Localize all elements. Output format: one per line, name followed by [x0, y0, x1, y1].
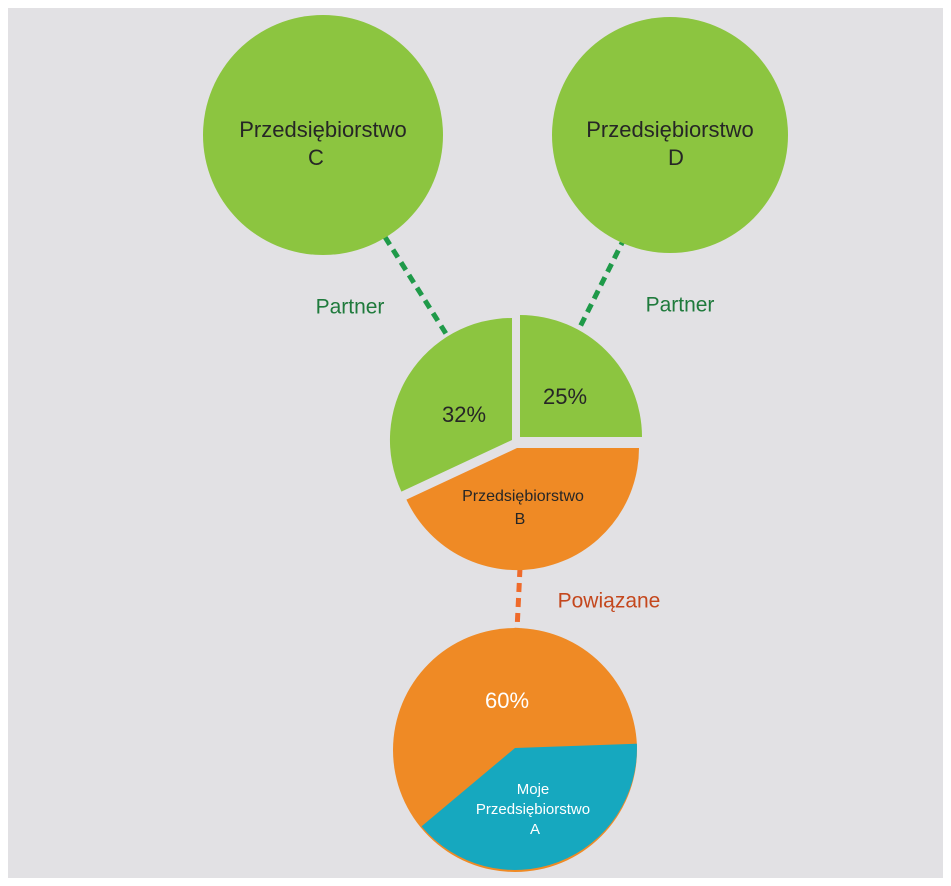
pie-slice	[406, 448, 639, 571]
node-label: B	[515, 511, 526, 528]
connector	[514, 567, 523, 631]
pie-slice	[520, 315, 642, 437]
node-label: Przedsiębiorstwo	[586, 117, 754, 142]
edge-label: Powiązane	[558, 590, 661, 613]
node-label: Przedsiębiorstwo	[462, 488, 584, 505]
node-label: A	[530, 821, 540, 838]
share-label: 25%	[543, 384, 587, 409]
node-label: Przedsiębiorstwo	[239, 117, 407, 142]
node-label: Przedsiębiorstwo	[476, 801, 590, 818]
pie-slice	[421, 743, 637, 871]
node-label: C	[308, 145, 324, 170]
pie-slice	[389, 318, 512, 492]
edge-label: Partner	[646, 294, 715, 317]
node-circle	[203, 15, 443, 255]
node-circle	[552, 17, 788, 253]
node-label: D	[668, 145, 684, 170]
share-label: 32%	[442, 402, 486, 427]
node-label: Moje	[517, 781, 550, 798]
connector	[382, 235, 453, 342]
share-label: 60%	[485, 688, 529, 713]
connector	[574, 235, 628, 335]
edge-label: Partner	[316, 296, 385, 319]
